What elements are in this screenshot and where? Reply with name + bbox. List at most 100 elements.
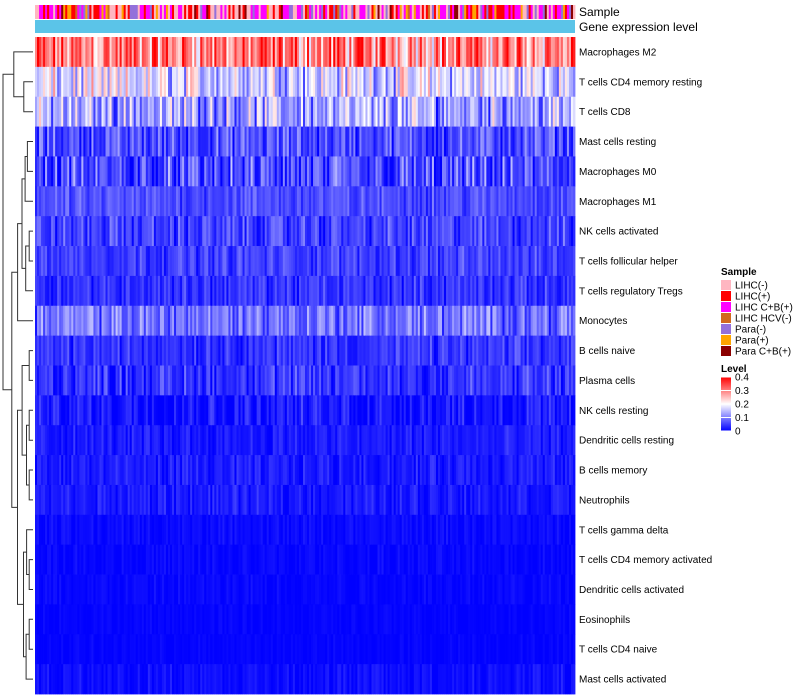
heatmap-cell: [244, 275, 247, 307]
sample-annotation-cell: [266, 5, 270, 19]
heatmap-cell: [296, 37, 300, 68]
heatmap-cell: [450, 305, 453, 337]
heatmap-cell: [292, 96, 296, 127]
heatmap-cell: [486, 484, 489, 516]
heatmap-cell: [270, 455, 274, 486]
heatmap-cell: [244, 335, 247, 366]
heatmap-cell: [214, 246, 217, 277]
heatmap-cell: [292, 156, 296, 187]
heatmap-cell: [61, 186, 64, 217]
heatmap-cell: [435, 425, 439, 456]
sample-annotation-cell: [333, 5, 336, 19]
heatmap-cell: [379, 514, 382, 546]
heatmap-cell: [159, 365, 163, 396]
heatmap-cell: [474, 305, 477, 337]
heatmap-cell: [208, 37, 211, 68]
heatmap-cell: [399, 335, 403, 366]
heatmap-cell: [290, 186, 294, 217]
heatmap-cell: [228, 246, 231, 277]
heatmap-cell: [498, 395, 501, 426]
heatmap-cell: [347, 275, 350, 307]
heatmap-cell: [286, 37, 290, 68]
heatmap-cell: [309, 66, 312, 98]
heatmap-cell: [446, 126, 449, 157]
heatmap-cell: [512, 96, 515, 127]
sample-annotation-cell: [484, 5, 487, 19]
sample-annotation-cell: [383, 5, 386, 19]
heatmap-cell: [510, 335, 513, 366]
heatmap-cell: [419, 37, 423, 68]
heatmap-cell: [216, 216, 219, 247]
heatmap-cell: [484, 455, 487, 486]
heatmap-cell: [75, 246, 78, 277]
heatmap-cell: [444, 514, 447, 546]
heatmap-cell: [190, 425, 193, 456]
heatmap-cell: [335, 126, 338, 157]
heatmap-cell: [321, 514, 324, 546]
heatmap-cell: [236, 126, 239, 157]
heatmap-cell: [286, 514, 290, 546]
heatmap-cell: [484, 484, 487, 516]
heatmap-cell: [311, 275, 314, 307]
heatmap-cell: [121, 216, 125, 247]
heatmap-cell: [103, 126, 106, 157]
heatmap-cell: [429, 335, 433, 366]
heatmap-cell: [248, 335, 251, 366]
heatmap-cell: [234, 37, 237, 68]
heatmap-cell: [335, 544, 338, 575]
heatmap-cell: [119, 425, 123, 456]
heatmap-cell: [242, 275, 245, 307]
heatmap-cell: [73, 66, 76, 98]
heatmap-cell: [307, 455, 310, 486]
sample-annotation-cell: [367, 5, 370, 19]
heatmap-cell: [242, 365, 245, 396]
heatmap-cell: [319, 455, 322, 486]
heatmap-cell: [121, 186, 125, 217]
heatmap-cell: [147, 395, 151, 426]
heatmap-cell: [266, 156, 270, 187]
heatmap-cell: [357, 246, 360, 277]
heatmap-cell: [333, 275, 336, 307]
heatmap-cell: [383, 186, 386, 217]
sample-annotation-cell: [437, 5, 441, 19]
sample-annotation-cell: [417, 5, 421, 19]
heatmap-cell: [63, 425, 66, 456]
heatmap-cell: [452, 96, 455, 127]
heatmap-cell: [95, 156, 98, 187]
heatmap-cell: [115, 514, 119, 546]
heatmap-cell: [141, 126, 145, 157]
heatmap-cell: [256, 425, 260, 456]
heatmap-cell: [288, 305, 292, 337]
heatmap-cell: [538, 126, 542, 157]
heatmap-cell: [460, 126, 463, 157]
heatmap-cell: [238, 246, 241, 277]
heatmap-cell: [470, 275, 473, 307]
heatmap-cell: [282, 156, 286, 187]
heatmap-cell: [159, 37, 163, 68]
heatmap-cell: [254, 37, 258, 68]
heatmap-cell: [186, 96, 189, 127]
heatmap-cell: [423, 186, 427, 217]
heatmap-cell: [159, 66, 163, 98]
heatmap-cell: [347, 37, 350, 68]
heatmap-cell: [446, 216, 449, 247]
heatmap-cell: [278, 216, 282, 247]
heatmap-cell: [151, 275, 155, 307]
heatmap-cell: [486, 156, 489, 187]
heatmap-cell: [399, 305, 403, 337]
heatmap-cell: [570, 395, 574, 426]
heatmap-cell: [210, 544, 213, 575]
sample-annotation-cell: [137, 5, 141, 19]
heatmap-cell: [250, 37, 254, 68]
heatmap-cell: [442, 365, 445, 396]
heatmap-cell: [127, 186, 131, 217]
heatmap-cell: [91, 66, 94, 98]
heatmap-cell: [159, 335, 163, 366]
heatmap-cell: [435, 37, 439, 68]
heatmap-cell: [101, 126, 104, 157]
heatmap-cell: [437, 365, 441, 396]
heatmap-cell: [486, 216, 489, 247]
heatmap-cell: [123, 484, 127, 516]
heatmap-cell: [69, 395, 72, 426]
heatmap-cell: [321, 246, 324, 277]
